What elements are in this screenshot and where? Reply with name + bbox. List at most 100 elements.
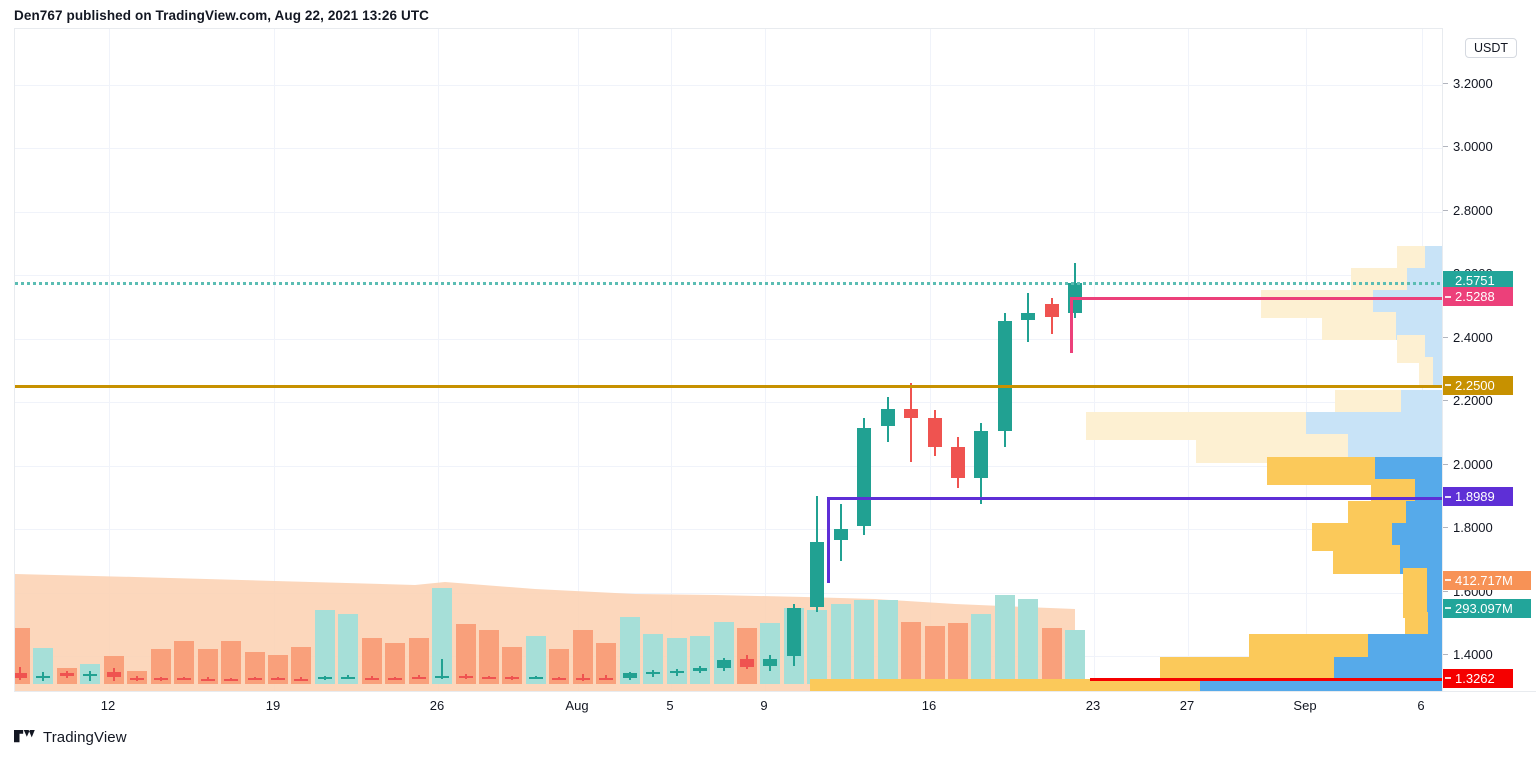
candle-body (200, 678, 215, 681)
price-label-value: 2.5751 (1455, 273, 1495, 289)
purple-support[interactable] (827, 496, 1442, 500)
candlestick (575, 29, 590, 691)
candle-body (505, 677, 520, 680)
chart-plot-area[interactable] (14, 28, 1442, 691)
currency-badge: USDT (1465, 38, 1518, 58)
price-label-dash (1445, 607, 1451, 610)
candle-wick (605, 674, 608, 681)
gold-level[interactable] (15, 385, 1442, 389)
volume-bar (361, 638, 382, 684)
volume-profile-row-left (1322, 323, 1397, 341)
candlestick (716, 29, 731, 691)
gold-level-label[interactable]: 2.2500 (1443, 375, 1513, 395)
price-label-value: 412.717M (1455, 572, 1513, 588)
price-tick-dash (1443, 209, 1448, 211)
red-level-label[interactable]: 1.3262 (1443, 668, 1513, 688)
volume-profile-row (15, 367, 1442, 385)
volume-bar (432, 588, 453, 684)
volume-profile-row-right (1200, 678, 1442, 691)
price-tick-dash (1443, 527, 1448, 529)
price-label-dash (1445, 495, 1451, 498)
candlestick (1044, 29, 1059, 691)
price-tick-dash (1443, 336, 1448, 338)
candlestick (388, 29, 403, 691)
volume-bar (901, 621, 922, 684)
candle-body (59, 673, 74, 676)
volume-bar (1065, 630, 1086, 684)
candlestick (411, 29, 426, 691)
candle-body (951, 446, 965, 479)
volume-bar (221, 640, 242, 684)
time-tick-label: Sep (1293, 698, 1317, 713)
volume-bar (643, 633, 664, 684)
candlestick (997, 29, 1012, 691)
candlestick (669, 29, 684, 691)
price-tick-dash (1443, 83, 1448, 84)
candlestick (763, 29, 778, 691)
price-tick: 2.2000 (1443, 393, 1536, 409)
candlestick (810, 29, 825, 691)
grid-line-horizontal (15, 211, 1442, 213)
price-tick: 1.4000 (1443, 647, 1536, 663)
red-level[interactable] (1090, 678, 1442, 682)
candle-body (294, 678, 309, 681)
volume-bar (385, 643, 406, 684)
time-scale[interactable]: 12 19 26 Aug 5 9 16 23 27 Sep 6 (14, 691, 1536, 720)
candle-body (833, 529, 848, 541)
volume-profile-row-right (1433, 367, 1442, 385)
volume-bar (596, 643, 617, 684)
candle-body (1021, 313, 1036, 320)
candlestick (458, 29, 473, 691)
last-price-dotted[interactable] (15, 282, 1442, 286)
teal-volume-label[interactable]: 293.097M (1443, 598, 1531, 618)
candlestick (786, 29, 801, 691)
time-tick-label: 23 (1085, 698, 1101, 713)
pink-resistance[interactable] (1070, 296, 1442, 300)
candle-body (482, 677, 496, 680)
price-tick: 1.8000 (1443, 520, 1536, 536)
candle-wick (441, 659, 444, 679)
grid-line-vertical (1306, 29, 1307, 691)
candle-body (15, 673, 27, 678)
price-tick-label: 3.0000 (1453, 139, 1493, 155)
candle-body (83, 673, 98, 677)
price-scale[interactable]: USDT 3.20003.00002.80002.60002.40002.200… (1442, 28, 1536, 691)
volume-bar (291, 646, 312, 684)
candle-body (130, 678, 145, 681)
candle-body (857, 427, 872, 526)
candlestick (294, 29, 309, 691)
grid-line-horizontal (15, 148, 1442, 150)
candlestick (15, 29, 27, 691)
grid-line-vertical (578, 29, 579, 691)
purple-support-anchor[interactable] (827, 497, 830, 584)
price-label-value: 2.2500 (1455, 377, 1495, 393)
time-tick-label: 9 (760, 698, 768, 713)
candlestick (880, 29, 895, 691)
price-tick-label: 1.4000 (1453, 647, 1493, 662)
volume-bar (854, 600, 875, 684)
volume-profile-row-left (1267, 467, 1376, 485)
tradingview-logo-icon (14, 729, 35, 742)
price-tick-label: 3.2000 (1453, 76, 1493, 91)
orange-volume-label[interactable]: 412.717M (1443, 570, 1531, 590)
volume-profile-row-left (1419, 367, 1434, 385)
candlestick (177, 29, 192, 691)
price-label-dash (1445, 384, 1451, 387)
grid-line-horizontal (15, 465, 1442, 467)
candlestick (693, 29, 708, 691)
purple-level-label[interactable]: 1.8989 (1443, 487, 1513, 507)
pink-resistance-anchor[interactable] (1070, 297, 1073, 354)
grid-line-vertical (438, 29, 439, 691)
volume-bar (760, 622, 781, 684)
candle-body (458, 675, 473, 678)
pink-level-label[interactable]: 2.5288 (1443, 287, 1513, 307)
price-tick-dash (1443, 146, 1448, 148)
volume-bar (455, 624, 476, 684)
price-tick: 3.2000 (1443, 76, 1536, 92)
volume-profile-row-left (1333, 556, 1401, 574)
volume-bar (150, 649, 171, 684)
candle-body (716, 660, 731, 669)
grid-line-vertical (671, 29, 672, 691)
candle-body (411, 676, 426, 679)
chart-frame: USDT 3.20003.00002.80002.60002.40002.200… (0, 28, 1536, 720)
